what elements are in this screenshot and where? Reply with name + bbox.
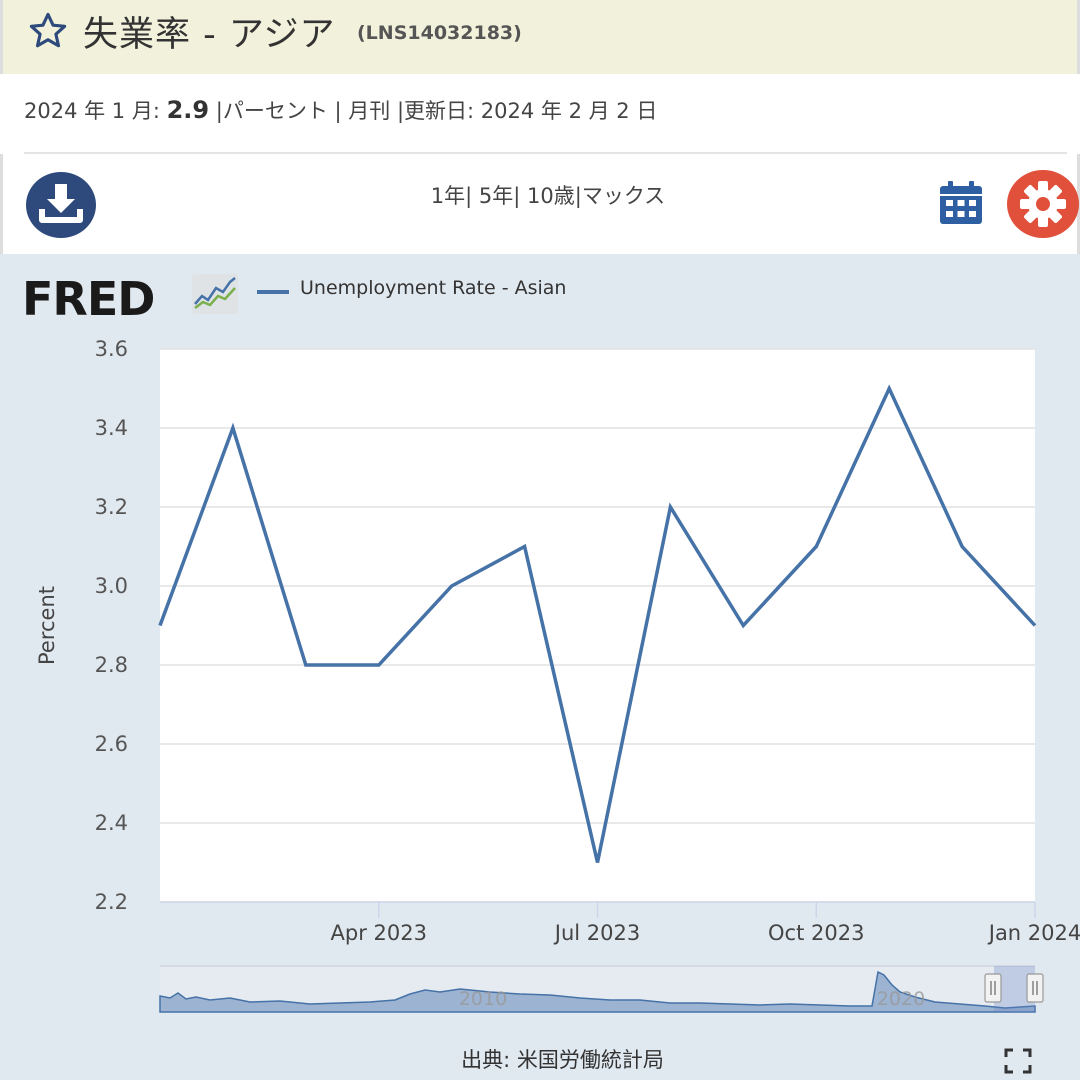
y-tick-label: 3.2 [95,495,128,519]
x-tick-label: Jul 2023 [553,921,640,945]
plot-background [160,349,1035,902]
y-tick-label: 2.2 [95,890,128,914]
series-line [158,384,1037,863]
data-point [741,624,745,628]
calendar-icon[interactable] [938,180,984,226]
gear-icon [1020,181,1066,227]
navigator-handle[interactable] [1026,973,1044,1003]
line-chart[interactable]: 2.2 2.4 2.6 2.8 3.0 3.2 3.4 3.6 Apr 2023 Jul 2023… [0,254,1080,1034]
x-tick-label: Oct 2023 [768,921,864,945]
observation-value: 2.9 [166,96,210,124]
date-range-selector[interactable]: 1年| 5年| 10歳|マックス [430,184,666,208]
data-point [960,545,964,549]
observation-period: 2024 年 1 月: [24,99,167,123]
series-info: |パーセント | 月刊 |更新日: 2024 年 2 月 2 日 [209,99,658,123]
chart-toolbar: 1年| 5年| 10歳|マックス [0,154,1080,254]
data-point [596,861,600,865]
fred-logo-graph-icon [192,274,238,314]
data-point [231,426,235,430]
navigator-label: 2010 [459,988,507,1010]
data-point [158,624,162,628]
data-point [668,505,672,509]
chart-container: FRED Unemployment Rate - Asian 2.2 2.4 2.6… [0,254,1080,1080]
x-tick-label: Jan 2024 [987,921,1080,945]
data-point [377,663,381,667]
y-axis-label: Percent [35,586,59,665]
y-tick-label: 2.8 [95,653,128,677]
download-button[interactable] [26,172,96,238]
series-header: 失業率 - アジア (LNS14032183) [0,0,1080,74]
page-title: 失業率 - アジア [83,15,336,55]
data-point [523,545,527,549]
navigator-series [159,970,1036,1013]
data-point [450,584,454,588]
series-meta: 2024 年 1 月: 2.9 |パーセント | 月刊 |更新日: 2024 年… [24,95,657,125]
legend-label: Unemployment Rate - Asian [300,277,567,299]
data-point [887,387,891,391]
settings-button[interactable] [1007,170,1079,238]
download-icon [39,184,83,223]
navigator-handle[interactable] [984,973,1002,1003]
series-id: (LNS14032183) [357,22,522,44]
data-point [814,545,818,549]
legend-swatch [257,290,289,294]
y-tick-label: 3.0 [95,574,128,598]
fullscreen-icon[interactable] [1004,1048,1032,1074]
data-point [1033,624,1037,628]
star-icon[interactable] [27,10,69,52]
source-note: 出典: 米国労働統計局 [461,1048,664,1072]
fred-logo: FRED [22,272,155,326]
y-tick-label: 2.4 [95,811,128,835]
y-tick-label: 2.6 [95,732,128,756]
navigator-label: 2020 [877,988,925,1010]
y-tick-label: 3.4 [95,416,128,440]
y-tick-label: 3.6 [95,337,128,361]
x-tick-label: Apr 2023 [331,921,427,945]
data-point [304,663,308,667]
divider [24,152,1067,154]
